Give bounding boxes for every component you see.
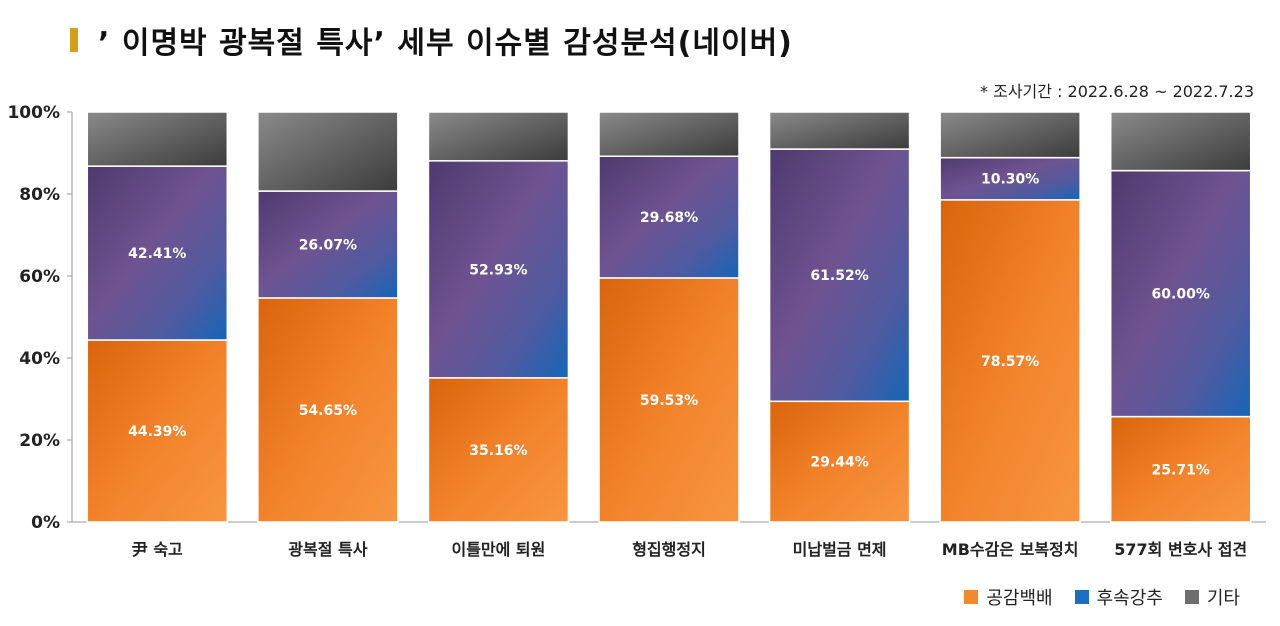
data-label: 44.39% xyxy=(128,424,186,440)
x-tick-label: MB수감은 보복정치 xyxy=(942,540,1079,559)
bar-segment-gita xyxy=(598,111,740,157)
title-marker xyxy=(70,28,78,52)
x-tick-label: 형집행정지 xyxy=(632,540,706,559)
bar-segment-husok xyxy=(257,190,399,299)
legend-item-husok: 후속강추 xyxy=(1074,584,1163,610)
data-label: 78.57% xyxy=(981,354,1039,370)
bar-segment-gita xyxy=(939,111,1081,159)
x-tick-label: 광복절 특사 xyxy=(288,540,367,559)
legend-label-gonggam: 공감백배 xyxy=(986,588,1053,609)
y-tick-label: 20% xyxy=(19,431,60,451)
data-label: 59.53% xyxy=(640,393,698,409)
x-tick-label: 이틀만에 퇴원 xyxy=(451,540,545,559)
bar-segment-gita xyxy=(1109,111,1252,172)
bar-segment-gonggam xyxy=(257,297,399,523)
y-tick-label: 100% xyxy=(7,103,60,123)
data-label: 29.44% xyxy=(810,455,868,471)
title-area: ’ 이명박 광복절 특사’ 세부 이슈별 감성분석(네이버) xyxy=(70,18,793,62)
bar-segment-gita xyxy=(768,111,911,150)
legend-label-gita: 기타 xyxy=(1206,588,1240,609)
data-label: 52.93% xyxy=(469,262,527,278)
legend-item-gita: 기타 xyxy=(1184,584,1240,610)
data-label: 35.16% xyxy=(469,443,527,459)
bar-segment-gonggam xyxy=(86,339,229,523)
legend-swatch-gonggam xyxy=(964,590,979,604)
legend-swatch-gita xyxy=(1184,590,1199,604)
data-label: 61.52% xyxy=(810,268,868,284)
data-label: 60.00% xyxy=(1152,287,1210,303)
data-label: 54.65% xyxy=(299,403,357,419)
x-tick-label: 577회 변호사 접견 xyxy=(1114,540,1247,559)
bar-segment-husok xyxy=(427,160,570,379)
y-tick-label: 80% xyxy=(19,185,60,205)
bar-segment-gita xyxy=(257,111,399,192)
x-tick-label: 미납벌금 면제 xyxy=(793,540,887,559)
y-tick-label: 40% xyxy=(19,349,60,369)
data-label: 25.71% xyxy=(1152,462,1210,478)
bar-segment-gonggam xyxy=(598,277,740,523)
bar-segment-gonggam xyxy=(768,400,911,523)
bar-segment-husok xyxy=(939,156,1081,201)
data-label: 42.41% xyxy=(128,246,186,262)
legend-item-gonggam: 공감백배 xyxy=(964,584,1053,610)
bar-segment-husok xyxy=(86,165,229,341)
legend: 공감백배 후속강추 기타 xyxy=(964,584,1240,610)
data-label: 26.07% xyxy=(299,237,357,253)
y-tick-label: 0% xyxy=(31,513,60,533)
data-label: 10.30% xyxy=(981,172,1039,188)
bar-segment-gita xyxy=(427,111,570,162)
chart-title: ’ 이명박 광복절 특사’ 세부 이슈별 감성분석(네이버) xyxy=(98,26,793,61)
bar-segment-husok xyxy=(598,155,740,279)
bar-segment-husok xyxy=(1109,169,1252,418)
y-tick-label: 60% xyxy=(19,267,60,287)
bar-segment-husok xyxy=(768,148,911,403)
survey-period-note: * 조사기간 : 2022.6.28 ~ 2022.7.23 xyxy=(980,82,1254,101)
bar-segment-gonggam xyxy=(1109,415,1252,523)
bar-segment-gonggam xyxy=(427,377,570,523)
bar-segment-gita xyxy=(86,111,229,167)
x-tick-label: 尹 숙고 xyxy=(132,540,183,559)
data-label: 29.68% xyxy=(640,210,698,226)
legend-label-husok: 후속강추 xyxy=(1096,588,1163,609)
legend-swatch-husok xyxy=(1074,590,1089,604)
